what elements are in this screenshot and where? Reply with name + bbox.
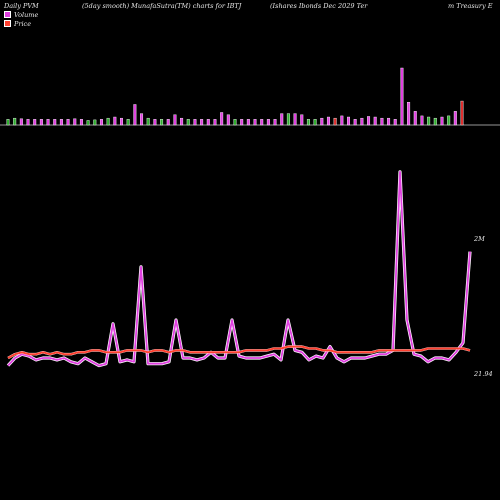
volume-bar — [447, 115, 451, 126]
volume-bar — [273, 119, 277, 126]
volume-bar — [260, 119, 264, 126]
volume-bar — [193, 119, 197, 126]
volume-bar — [266, 119, 270, 126]
volume-bar — [33, 119, 37, 126]
chart-title-instrument: (Ishares Ibonds Dec 2029 Ter — [270, 2, 368, 10]
volume-bar — [413, 111, 417, 126]
volume-bar — [440, 116, 444, 126]
price-line — [7, 345, 471, 359]
volume-bar — [113, 116, 117, 126]
volume-bar — [347, 116, 351, 126]
volume-bar — [66, 119, 70, 126]
volume-bar — [246, 119, 250, 126]
legend-volume-label: Volume — [14, 10, 39, 19]
volume-bar — [280, 113, 284, 126]
volume-bar — [460, 100, 464, 126]
volume-bar — [407, 101, 411, 126]
legend-price-label: Price — [14, 19, 32, 28]
legend: Volume Price — [4, 10, 38, 28]
price-last-label: 21.94 — [474, 370, 493, 378]
volume-bar — [333, 117, 337, 126]
volume-max-label: 2M — [474, 235, 485, 243]
volume-bar — [99, 119, 103, 126]
legend-price: Price — [4, 19, 38, 28]
volume-bar — [126, 119, 130, 126]
volume-bar — [380, 117, 384, 126]
volume-bar — [153, 119, 157, 126]
legend-price-swatch — [4, 20, 11, 27]
volume-bar — [420, 115, 424, 126]
volume-bar — [320, 117, 324, 126]
volume-bar — [367, 116, 371, 126]
volume-bar — [146, 117, 150, 126]
volume-bar — [433, 117, 437, 126]
volume-bar — [453, 111, 457, 126]
chart-title-label: Daily PVM — [4, 2, 39, 10]
volume-bar — [140, 113, 144, 126]
volume-bar — [306, 119, 310, 126]
volume-bar — [13, 117, 17, 126]
volume-bar — [313, 119, 317, 126]
volume-bar — [180, 117, 184, 126]
volume-bar — [373, 116, 377, 126]
volume-bar — [6, 119, 10, 126]
volume-bar — [46, 119, 50, 126]
volume-bar — [160, 119, 164, 126]
volume-bar — [106, 117, 110, 126]
volume-bar — [226, 114, 230, 126]
volume-bar — [39, 119, 43, 126]
volume-bar — [119, 117, 123, 126]
volume-line — [7, 170, 471, 367]
volume-bar — [427, 116, 431, 126]
volume-bar — [186, 119, 190, 126]
volume-bar — [253, 119, 257, 126]
legend-volume: Volume — [4, 10, 38, 19]
volume-bar — [206, 119, 210, 126]
volume-bar — [353, 119, 357, 126]
volume-bar — [293, 113, 297, 126]
volume-bar — [326, 116, 330, 126]
volume-bar — [393, 119, 397, 126]
volume-bar — [220, 112, 224, 126]
volume-bar — [173, 114, 177, 126]
chart-title-source: (5day smooth) MunafaSutra(TM) charts for… — [82, 2, 242, 10]
legend-volume-swatch — [4, 11, 11, 18]
volume-bar — [400, 67, 404, 126]
volume-bar — [286, 113, 290, 126]
volume-bar — [300, 114, 304, 126]
volume-bar — [73, 118, 77, 126]
volume-bar — [53, 119, 57, 126]
volume-bar — [59, 119, 63, 126]
volume-bar — [93, 119, 97, 126]
volume-bar — [26, 119, 30, 126]
volume-bar — [200, 119, 204, 126]
volume-bar — [213, 119, 217, 126]
volume-bar — [340, 115, 344, 126]
volume-bar — [79, 119, 83, 126]
volume-bar — [233, 119, 237, 126]
volume-bar — [166, 119, 170, 126]
volume-bar — [387, 117, 391, 126]
volume-bar — [86, 120, 90, 126]
volume-bar — [240, 119, 244, 126]
chart-title-instrument-cont: m Treasury E — [448, 2, 493, 10]
volume-bar — [360, 117, 364, 126]
volume-bar — [19, 118, 23, 126]
volume-bar — [133, 104, 137, 126]
